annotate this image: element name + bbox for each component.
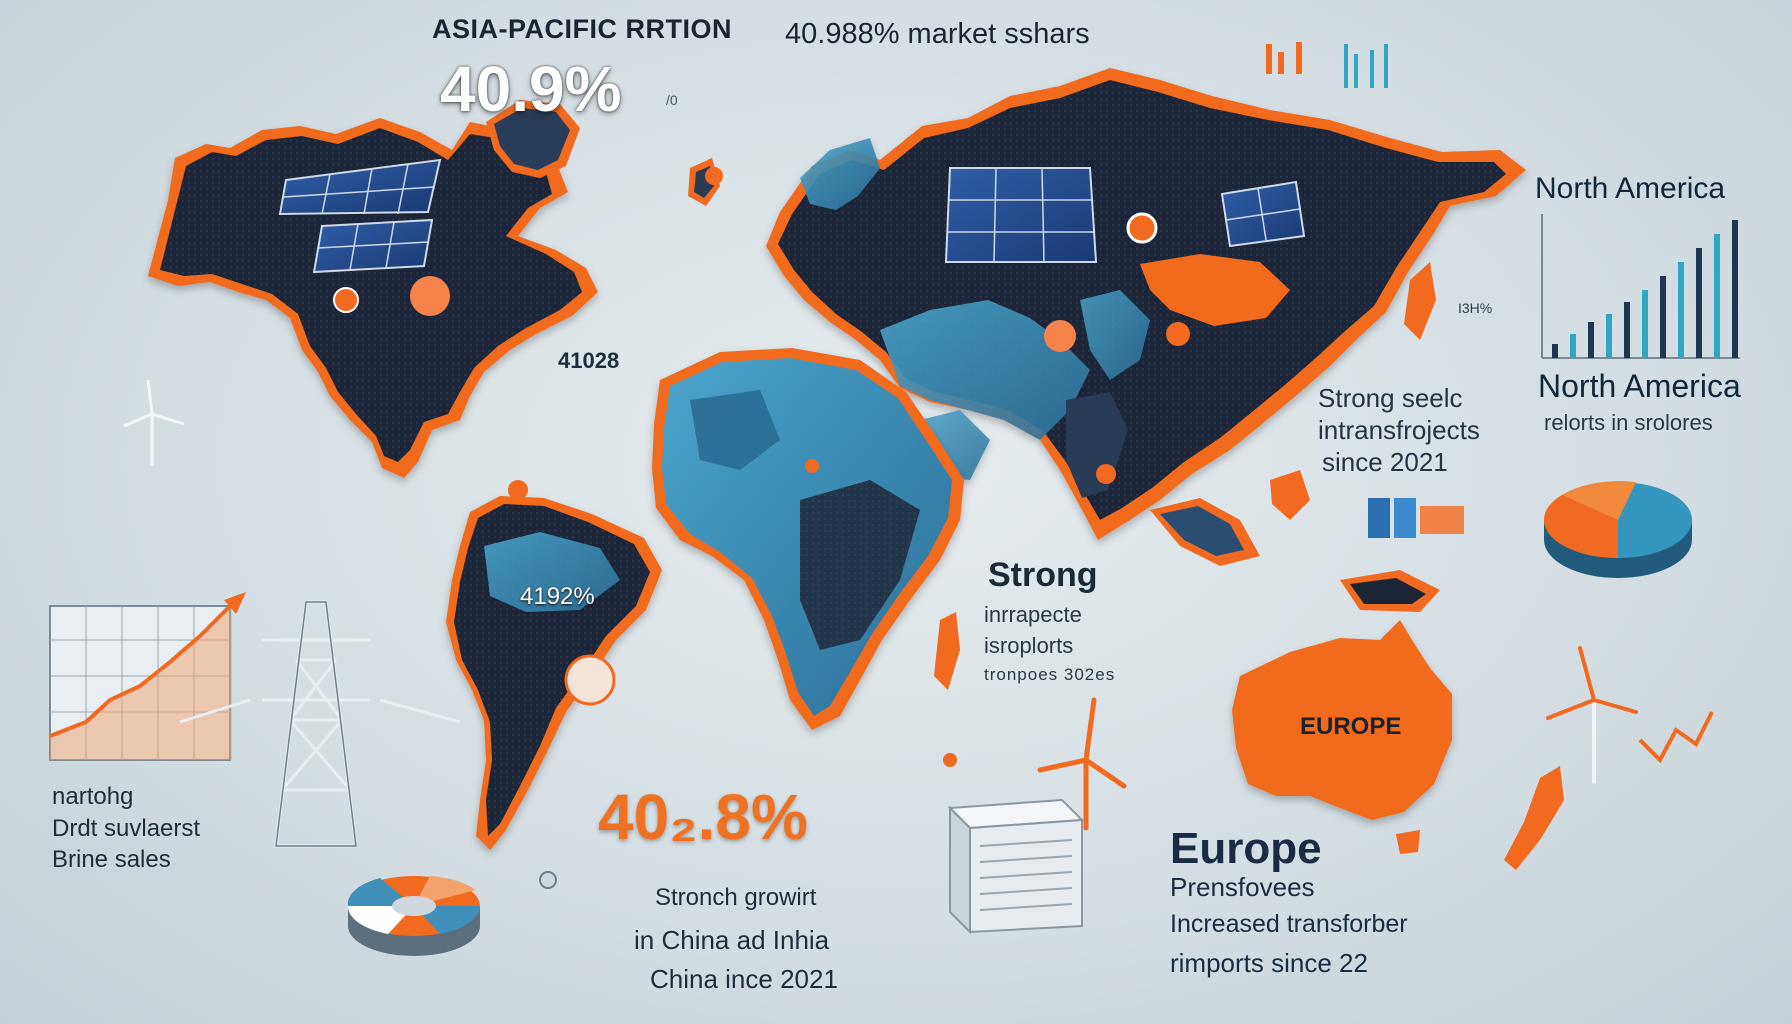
japan-region — [1404, 262, 1436, 340]
europe-title: Europe — [1170, 824, 1322, 873]
sales-line2: Drdt suvlaerst — [52, 815, 201, 842]
wind-turbine-icon — [123, 379, 185, 466]
solar-panel-icon — [278, 158, 442, 274]
pin-icon — [539, 871, 557, 889]
north-america-subtitle: North America — [1538, 368, 1741, 404]
info-badge-icon — [1368, 498, 1464, 538]
africa-region — [652, 348, 964, 730]
new-zealand-region — [1504, 766, 1564, 870]
china-line2: in China ad Inhia — [634, 925, 830, 955]
greenland-region — [486, 100, 580, 178]
africa-strong-line1: inrrapecte — [984, 602, 1082, 627]
north-america-title: North America — [1535, 172, 1726, 205]
asia-strong-line3: since 2021 — [1322, 447, 1448, 477]
map-marker-icon — [333, 167, 1190, 767]
africa-strong-title: Strong — [988, 556, 1098, 594]
africa-strong-line2: isroplorts — [984, 633, 1074, 658]
asia-map-code: I3H% — [1458, 300, 1493, 316]
transmission-tower-icon — [275, 601, 357, 847]
southeast-asia-region — [1150, 470, 1440, 612]
bar-chart-icon — [1541, 214, 1740, 359]
asia-strong-line1: Strong seelc — [1318, 383, 1463, 413]
asia-strong-line2: intransfrojects — [1318, 415, 1480, 445]
africa-strong-line3: tronpoes 302es — [984, 665, 1116, 684]
tasmania-region — [1396, 830, 1420, 854]
north-america-region — [148, 118, 598, 478]
apac-share-suffix: /0 — [666, 92, 678, 108]
pie-chart-icon — [347, 876, 481, 956]
sales-line1: nartohg — [52, 783, 134, 810]
china-line1: Stronch growirt — [655, 884, 817, 911]
region-title: ASIA-PACIFIC RRTION — [432, 14, 732, 44]
madagascar-region — [934, 612, 960, 690]
solar-panel-icon — [944, 167, 1306, 263]
south-america-region — [446, 496, 662, 850]
line-chart-icon — [1638, 711, 1714, 764]
china-line3: China ince 2021 — [650, 964, 838, 994]
market-share-title: 40.988% market sshars — [785, 18, 1090, 50]
china-share-value: 40₂.8% — [598, 781, 808, 853]
south-america-map-value: 4192% — [520, 583, 595, 610]
wind-turbine-icon — [1546, 646, 1638, 784]
apac-share-value: 40.9% — [440, 53, 622, 125]
europe-line3: rimports since 22 — [1170, 948, 1368, 978]
australia-map-label: EUROPE — [1300, 713, 1402, 740]
sales-line3: Brine sales — [52, 846, 171, 873]
north-america-map-value: 41028 — [558, 348, 620, 373]
wind-turbine-icon — [1037, 697, 1127, 831]
north-america-note: relorts in srolores — [1544, 410, 1713, 435]
europe-line1: Prensfovees — [1170, 872, 1315, 902]
europe-line2: Increased transforber — [1170, 910, 1408, 938]
transformer-icon — [947, 798, 1085, 935]
decorative-bars-icon — [1266, 42, 1388, 88]
pie-chart-icon — [1543, 481, 1692, 578]
australia-region — [1232, 620, 1452, 820]
line-chart-icon — [49, 592, 246, 761]
